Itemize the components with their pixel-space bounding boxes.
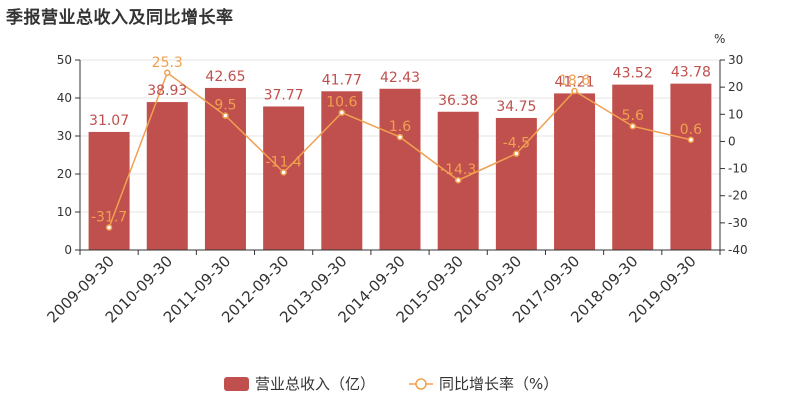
growth-point — [454, 176, 462, 184]
growth-value-label: 9.5 — [214, 98, 236, 114]
left-axis-tick-label: 20 — [57, 167, 72, 181]
bar — [554, 93, 596, 250]
right-axis-tick-label: 0 — [728, 134, 736, 148]
growth-point — [629, 122, 636, 130]
legend-bar-swatch — [224, 377, 249, 391]
bar-value-label: 31.07 — [89, 113, 129, 129]
bar-value-label: 38.93 — [147, 83, 187, 99]
right-axis-tick-label: -20 — [728, 189, 748, 203]
left-axis-tick-label: 30 — [57, 129, 72, 143]
growth-value-label: 10.6 — [326, 95, 357, 111]
left-axis-tick-label: 50 — [57, 53, 72, 67]
left-axis-tick-label: 40 — [57, 91, 72, 105]
growth-value-label: -11.4 — [266, 154, 302, 170]
growth-value-label: 0.6 — [680, 122, 702, 138]
left-axis-tick-label: 10 — [57, 205, 72, 219]
bar-value-label: 37.77 — [264, 87, 304, 103]
growth-point — [105, 224, 113, 231]
right-axis-unit: % — [714, 32, 725, 46]
right-axis-tick-label: 30 — [728, 53, 743, 67]
growth-value-label: 1.6 — [389, 119, 411, 135]
legend-line-label: 同比增长率（%） — [439, 375, 558, 393]
bar-value-label: 42.43 — [380, 70, 420, 86]
growth-point — [338, 109, 346, 116]
growth-point — [687, 136, 695, 144]
bar-value-label: 41.77 — [322, 72, 362, 88]
bar-value-label: 36.38 — [438, 93, 478, 109]
growth-point — [396, 133, 404, 141]
bar-value-label: 41.21 — [554, 74, 594, 90]
bar-value-label: 34.75 — [496, 99, 536, 115]
growth-point — [571, 87, 578, 95]
growth-value-label: -31.7 — [91, 209, 127, 225]
right-axis-tick-label: -40 — [728, 243, 748, 257]
right-axis-tick-label: 10 — [728, 107, 743, 121]
right-axis-tick-label: -10 — [728, 162, 748, 176]
bar — [670, 83, 712, 250]
growth-point — [164, 69, 171, 77]
bar — [379, 88, 421, 251]
left-axis-tick-label: 0 — [64, 243, 72, 257]
growth-value-label: -4.5 — [503, 136, 530, 152]
bar-value-label: 42.65 — [205, 69, 245, 85]
right-axis-tick-label: 20 — [728, 80, 743, 94]
line-layer — [105, 69, 695, 231]
legend-line-marker — [415, 378, 427, 390]
bar-value-label: 43.78 — [671, 65, 711, 81]
legend-layer: 营业总收入（亿） 同比增长率（%） — [224, 375, 558, 393]
label-layer: 31.07 38.93 42.65 37.77 41.77 42.43 36.38 34.75… — [89, 55, 711, 226]
bar — [146, 102, 188, 250]
bar — [263, 106, 305, 250]
growth-value-label: -14.3 — [440, 162, 476, 178]
chart-title: 季报营业总收入及同比增长率 — [6, 8, 234, 28]
right-axis-tick-label: -30 — [728, 216, 748, 230]
growth-point — [513, 150, 520, 157]
bar-layer — [88, 83, 712, 251]
bar-value-label: 43.52 — [613, 66, 653, 82]
growth-value-label: 5.6 — [622, 108, 644, 124]
growth-value-label: 18.6 — [559, 73, 590, 89]
legend-bar-label: 营业总收入（亿） — [255, 375, 375, 393]
bar — [612, 84, 654, 251]
growth-value-label: 25.3 — [152, 55, 183, 71]
growth-point — [222, 112, 229, 119]
growth-point — [280, 169, 287, 176]
